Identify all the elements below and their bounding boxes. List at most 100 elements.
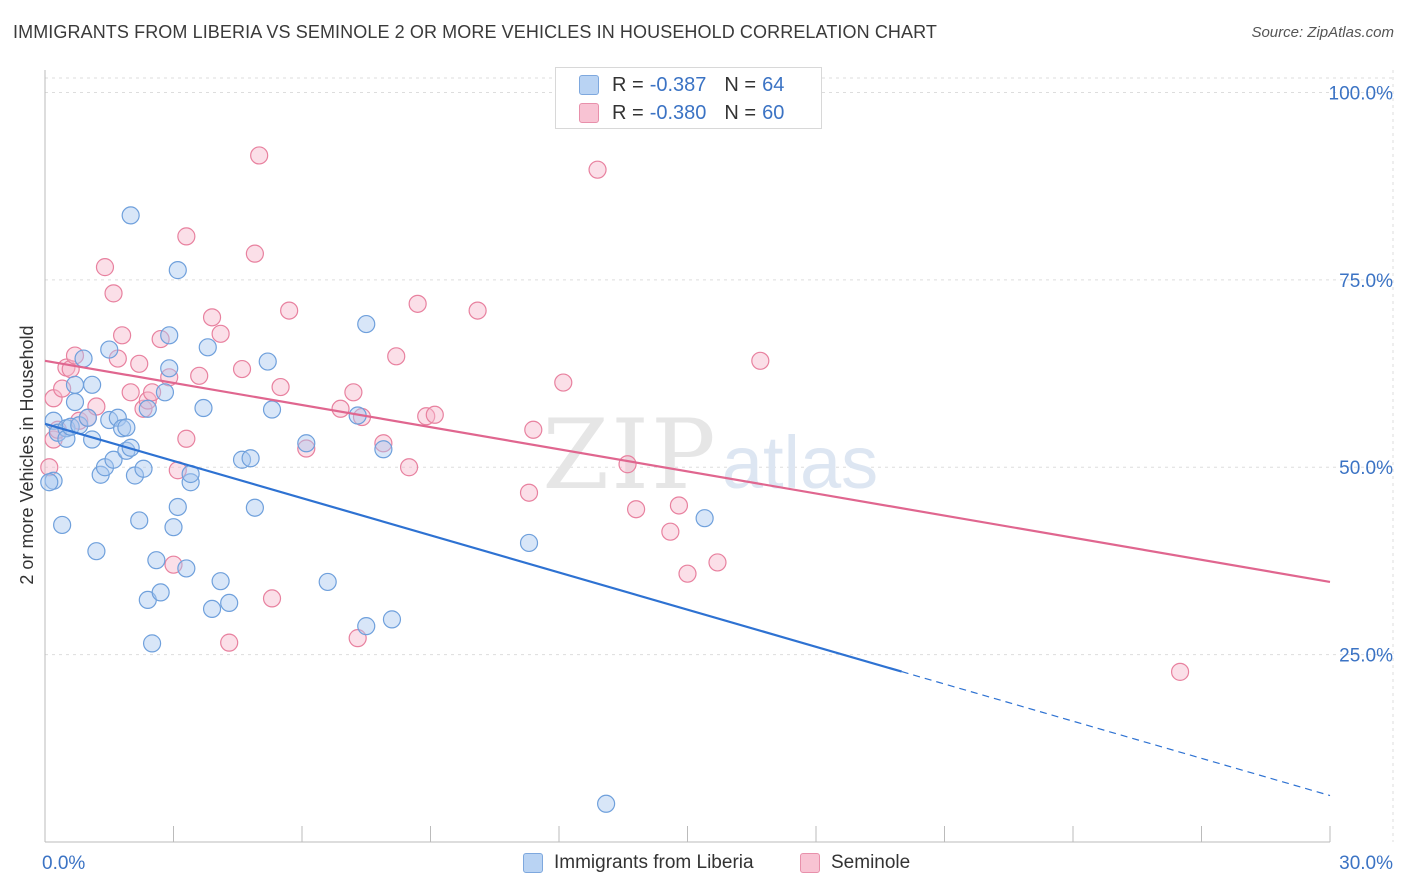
liberia-point [357, 314, 376, 334]
liberia-point [168, 497, 187, 517]
trend-lines [44, 359, 1331, 797]
seminole-point [177, 429, 196, 448]
seminole-point [232, 359, 252, 379]
liberia-point [198, 338, 217, 357]
seminole-point [751, 351, 770, 370]
legend-row-seminole: R = -0.380 N = 60 [556, 99, 784, 127]
y-tick-label: 75.0% [1339, 271, 1393, 292]
liberia-point [297, 434, 316, 453]
seminole-point [177, 227, 196, 246]
legend-row-liberia: R = -0.387 N = 64 [556, 71, 784, 99]
liberia-trend-extension [901, 671, 1331, 797]
liberia-point [138, 399, 157, 418]
liberia-point [147, 551, 166, 570]
liberia-point [695, 509, 714, 528]
series-swatch-seminole [800, 853, 820, 873]
legend-r-value-seminole: -0.380 [649, 101, 707, 124]
legend-n-value-seminole: 60 [762, 101, 785, 124]
watermark: ZIP atlas [542, 399, 878, 511]
x-tick-label: 30.0% [1339, 853, 1393, 874]
liberia-point [164, 518, 183, 537]
liberia-point [374, 440, 393, 459]
liberia-point [202, 599, 222, 619]
seminole-point [262, 589, 282, 608]
series-label-liberia: Immigrants from Liberia [554, 852, 754, 873]
seminole-point [519, 483, 539, 502]
seminole-point [112, 326, 132, 345]
legend-r-value-liberia: -0.387 [649, 73, 707, 96]
series-legend: Immigrants from Liberia Seminole [0, 852, 1406, 878]
seminole-point [387, 347, 406, 366]
seminole-point [280, 301, 299, 320]
seminole-point [669, 496, 689, 515]
watermark-zip: ZIP [542, 399, 717, 511]
seminole-point [554, 373, 573, 392]
liberia-point [262, 400, 282, 419]
legend-swatch-seminole [579, 103, 599, 123]
seminole-point [425, 405, 444, 424]
liberia-point [155, 383, 175, 402]
legend-n-label: N = [724, 73, 757, 96]
seminole-point [245, 244, 264, 263]
liberia-point [100, 340, 119, 359]
liberia-point [53, 515, 72, 535]
liberia-point [142, 634, 162, 653]
legend-n-label: N = [724, 101, 757, 124]
seminole-point [40, 458, 59, 477]
seminole-point [134, 399, 153, 418]
seminole-point [468, 301, 487, 320]
seminole-point [250, 146, 269, 165]
series-legend-seminole: Seminole [800, 852, 910, 874]
seminole-point [211, 324, 230, 343]
liberia-point [151, 583, 170, 602]
liberia-point [83, 375, 102, 394]
y-axis-label: 2 or more Vehicles in Household [17, 325, 37, 584]
seminole-point [399, 458, 419, 477]
series-legend-liberia: Immigrants from Liberia [523, 852, 754, 874]
seminole-trend-line [44, 359, 1331, 584]
liberia-trend-line [44, 422, 902, 673]
seminole-point [95, 258, 115, 277]
liberia-point [318, 572, 337, 592]
liberia-point [168, 261, 187, 280]
liberia-point [382, 610, 402, 629]
liberia-point [241, 449, 260, 468]
seminole-point [202, 308, 222, 327]
legend-r-label: R = [612, 73, 644, 96]
y-tick-label: 50.0% [1339, 458, 1393, 479]
liberia-point [104, 450, 123, 469]
liberia-point [78, 408, 97, 427]
axes [44, 70, 1331, 843]
liberia-point [258, 352, 277, 371]
source-credit: Source: ZipAtlas.com [1251, 24, 1394, 41]
liberia-point [194, 398, 213, 418]
seminole-point [374, 434, 393, 453]
seminole-point [104, 284, 123, 303]
liberia-point [130, 511, 149, 530]
seminole-point [1170, 662, 1190, 681]
correlation-legend: R = -0.387 N = 64 R = -0.380 N = 60 [555, 67, 822, 129]
liberia-point [134, 459, 153, 478]
liberia-point [121, 206, 140, 225]
liberia-point [357, 617, 376, 636]
liberia-point [211, 572, 230, 591]
y-tick-label: 100.0% [1329, 83, 1394, 104]
liberia-point [519, 533, 539, 553]
seminole-point [297, 439, 316, 458]
series-label-seminole: Seminole [831, 852, 911, 873]
legend-n-value-liberia: 64 [762, 73, 785, 96]
seminole-point [618, 455, 637, 474]
liberia-point [597, 794, 616, 813]
tick-labels: 25.0% 50.0% 75.0% 100.0% 0.0% 30.0% [42, 83, 1393, 874]
chart-title: IMMIGRANTS FROM LIBERIA VS SEMINOLE 2 OR… [13, 22, 937, 42]
liberia-point [220, 593, 239, 613]
liberia-point [65, 375, 85, 394]
liberia-point [65, 392, 85, 412]
seminole-point [661, 522, 680, 541]
seminole-point [626, 500, 646, 519]
liberia-point [74, 349, 93, 368]
liberia-point [117, 418, 136, 437]
x-tick-label: 0.0% [42, 853, 85, 874]
liberia-point [40, 473, 59, 492]
seminole-point [331, 399, 350, 418]
